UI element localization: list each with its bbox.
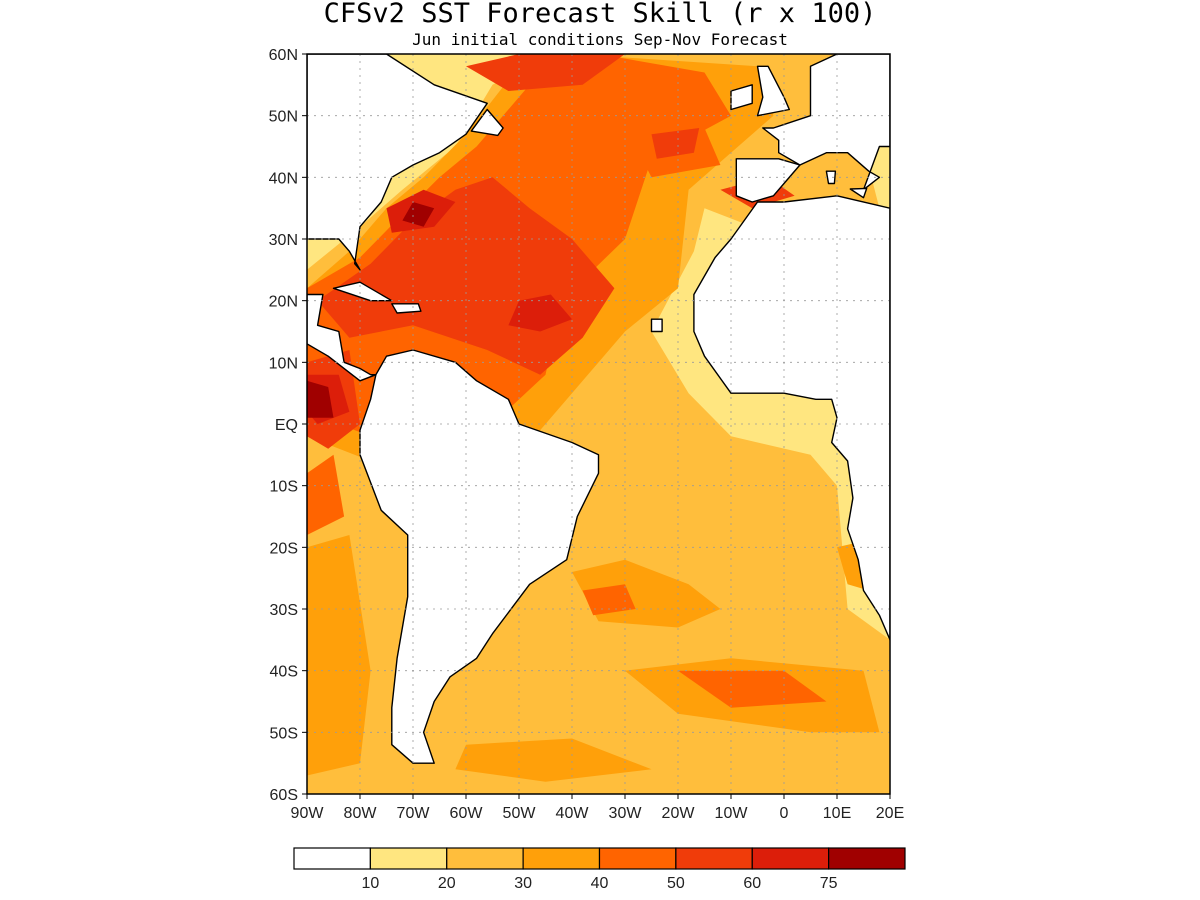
colorbar-label: 50	[667, 875, 685, 892]
skill-region-level-4	[307, 454, 345, 535]
colorbar-label: 75	[820, 875, 838, 892]
lat-tick-label: 20N	[269, 294, 298, 311]
land-hispaniola	[391, 303, 422, 314]
colorbar-swatch	[675, 847, 753, 870]
lat-tick-label: 10S	[270, 479, 298, 496]
lat-tick-label: 20S	[270, 540, 298, 557]
colorbar-label: 20	[438, 875, 456, 892]
skill-region-level-5	[651, 128, 700, 159]
colorbar-swatch	[598, 847, 677, 870]
lon-tick-label: 60W	[450, 805, 484, 822]
lat-tick-label: 60S	[270, 787, 298, 804]
colorbar-swatch	[751, 847, 830, 870]
skill-region-level-6	[508, 294, 572, 332]
land-africa	[693, 195, 890, 641]
latitude-axis: 60N 50N 40N 30N 20N 10N EQ 10S 20S 30S 40S 50S 60S	[269, 47, 307, 804]
lat-tick-label: 10N	[269, 355, 298, 372]
lon-tick-label: 20W	[662, 805, 696, 822]
skill-region-level-4	[678, 670, 827, 708]
land-great-britain	[756, 65, 790, 117]
skill-region-level-3	[455, 738, 652, 782]
lat-tick-label: 40N	[269, 170, 298, 187]
skill-region-level-5	[466, 54, 625, 91]
lat-tick-label: 30S	[270, 602, 298, 619]
lon-tick-label: 90W	[291, 805, 325, 822]
land-sardinia	[825, 170, 837, 185]
lat-tick-label: 40S	[270, 664, 298, 681]
colorbar-swatch	[293, 847, 371, 870]
map-title: CFSv2 SST Forecast Skill (r x 100)	[324, 0, 877, 29]
land-sicily	[849, 187, 868, 199]
land-europe	[762, 54, 890, 191]
colorbar-label: 40	[591, 875, 609, 892]
lat-tick-label: 60N	[269, 47, 298, 64]
map-subtitle: Jun initial conditions Sep-Nov Forecast	[412, 30, 788, 49]
lon-tick-label: 80W	[344, 805, 378, 822]
lon-tick-label: 20E	[876, 805, 904, 822]
colorbar-swatch	[828, 847, 906, 870]
colorbar-swatch	[446, 847, 524, 870]
colorbar: 10 20 30 40 50 60 75	[293, 847, 906, 892]
colorbar-label: 30	[514, 875, 532, 892]
land-iberia	[735, 158, 801, 203]
lat-tick-label: 30N	[269, 232, 298, 249]
lon-tick-label: 70W	[397, 805, 431, 822]
lat-tick-label: EQ	[275, 417, 298, 434]
colorbar-label: 10	[361, 875, 379, 892]
lon-tick-label: 40W	[556, 805, 590, 822]
land-cape-verde	[650, 318, 663, 333]
skill-region-level-7	[402, 202, 435, 227]
colorbar-swatch	[369, 847, 448, 870]
lon-tick-label: 10W	[715, 805, 749, 822]
land-newfoundland	[470, 108, 504, 137]
land-central-america	[307, 293, 377, 382]
skill-region-level-7	[307, 380, 334, 418]
map-plot-area	[307, 54, 890, 794]
lat-tick-label: 50N	[269, 109, 298, 126]
lon-tick-label: 50W	[503, 805, 537, 822]
lat-tick-label: 50S	[270, 725, 298, 742]
skill-region-level-3	[307, 535, 371, 776]
colorbar-label: 60	[743, 875, 761, 892]
graticule	[307, 54, 890, 794]
skill-region-level-4	[582, 584, 636, 616]
lon-tick-label: 10E	[823, 805, 851, 822]
lon-tick-label: 30W	[609, 805, 643, 822]
colorbar-swatch	[522, 847, 601, 870]
longitude-axis: 90W 80W 70W 60W 50W 40W 30W 20W 10W 0 10E 20E	[291, 794, 904, 822]
lon-tick-label: 0	[780, 805, 789, 822]
